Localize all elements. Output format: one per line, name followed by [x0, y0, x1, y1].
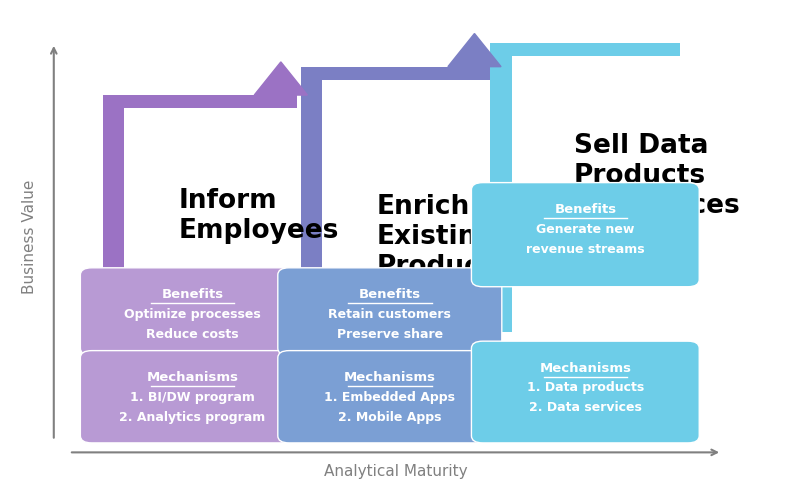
Text: Generate new: Generate new	[536, 223, 634, 236]
Text: Inform
Employees: Inform Employees	[179, 188, 339, 244]
FancyBboxPatch shape	[81, 351, 305, 443]
Text: Benefits: Benefits	[359, 288, 421, 301]
FancyBboxPatch shape	[301, 67, 490, 80]
Text: 1. Embedded Apps: 1. Embedded Apps	[324, 391, 456, 404]
FancyBboxPatch shape	[278, 351, 501, 443]
Text: 2. Analytics program: 2. Analytics program	[119, 411, 266, 423]
Text: Optimize processes: Optimize processes	[124, 308, 261, 321]
FancyBboxPatch shape	[103, 95, 297, 108]
Text: 2. Mobile Apps: 2. Mobile Apps	[338, 411, 441, 423]
Text: Retain customers: Retain customers	[328, 308, 451, 321]
Text: Benefits: Benefits	[554, 203, 616, 216]
Text: Mechanisms: Mechanisms	[146, 371, 238, 384]
Text: Analytical Maturity: Analytical Maturity	[324, 464, 467, 479]
Text: 1. Data products: 1. Data products	[527, 382, 644, 394]
Polygon shape	[254, 62, 308, 95]
FancyBboxPatch shape	[490, 43, 512, 332]
Text: Benefits: Benefits	[161, 288, 223, 301]
FancyBboxPatch shape	[81, 268, 305, 355]
Text: Reduce costs: Reduce costs	[146, 328, 239, 341]
FancyBboxPatch shape	[278, 268, 501, 355]
FancyBboxPatch shape	[471, 182, 699, 287]
Text: Mechanisms: Mechanisms	[344, 371, 436, 384]
Text: revenue streams: revenue streams	[526, 243, 645, 256]
FancyBboxPatch shape	[103, 95, 124, 332]
Text: Mechanisms: Mechanisms	[539, 361, 631, 375]
Text: Business Value: Business Value	[22, 180, 37, 294]
FancyBboxPatch shape	[490, 43, 680, 56]
Text: Enrich
Existing
Products: Enrich Existing Products	[377, 194, 509, 280]
Text: 1. BI/DW program: 1. BI/DW program	[130, 391, 255, 404]
Text: Preserve share: Preserve share	[337, 328, 443, 341]
Text: 2. Data services: 2. Data services	[529, 401, 642, 414]
Polygon shape	[448, 34, 501, 67]
FancyBboxPatch shape	[301, 67, 322, 332]
FancyBboxPatch shape	[471, 341, 699, 443]
Text: Sell Data
Products
or Services: Sell Data Products or Services	[574, 133, 740, 218]
